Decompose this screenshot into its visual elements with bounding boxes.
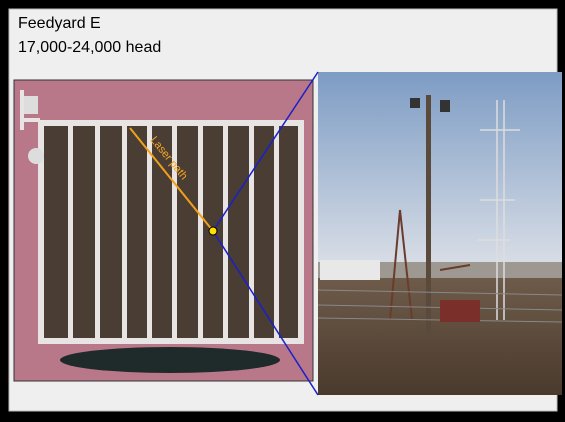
subtitle: 17,000-24,000 head	[18, 39, 161, 56]
laser-path-line	[129, 127, 214, 232]
connector-line	[212, 230, 319, 396]
aerial-image	[13, 79, 314, 382]
sensor-point	[208, 226, 218, 236]
site-photo	[317, 72, 563, 395]
title: Feedyard E	[18, 15, 101, 32]
connector-line	[212, 71, 319, 232]
